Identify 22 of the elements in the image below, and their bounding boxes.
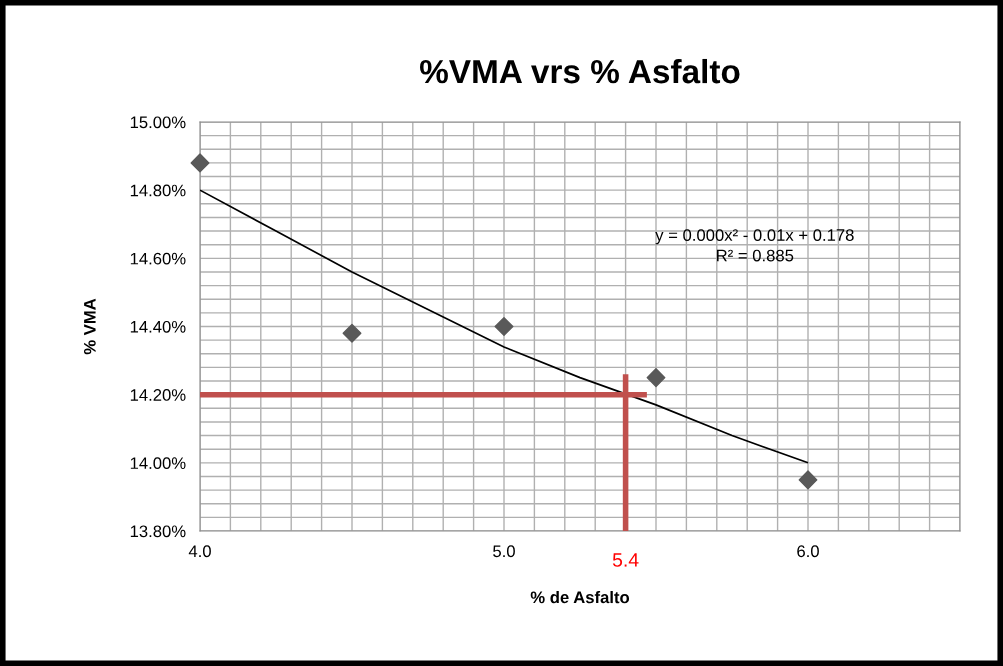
- y-axis-title: % VMA: [83, 298, 96, 355]
- x-axis-title: % de Asfalto: [530, 590, 630, 604]
- y-tick-label: 14.40%: [130, 320, 186, 333]
- point: [342, 323, 362, 343]
- annotation: R² = 0.885: [717, 249, 794, 262]
- line-series: [200, 189, 809, 464]
- y-tick-label: 14.60%: [130, 252, 186, 265]
- x-tick-label: 5.0: [493, 545, 515, 558]
- y-tick-label: 14.00%: [130, 457, 186, 470]
- point: [646, 368, 666, 388]
- annotation: y = 0.000x² - 0.01x + 0.178: [655, 229, 854, 245]
- chart-title: %VMA vrs % Asfalto: [420, 58, 740, 84]
- y-tick-label: 14.80%: [130, 184, 186, 197]
- point: [798, 470, 818, 490]
- annotation: 5.4: [612, 553, 639, 567]
- y-tick-label: 14.20%: [130, 389, 186, 401]
- y-tick-label: 15.00%: [130, 116, 186, 129]
- point: [190, 153, 210, 173]
- x-tick-label: 6.0: [797, 545, 819, 558]
- point: [494, 317, 514, 336]
- x-tick-label: 4.0: [188, 545, 211, 558]
- y-tick-label: 13.80%: [130, 525, 186, 538]
